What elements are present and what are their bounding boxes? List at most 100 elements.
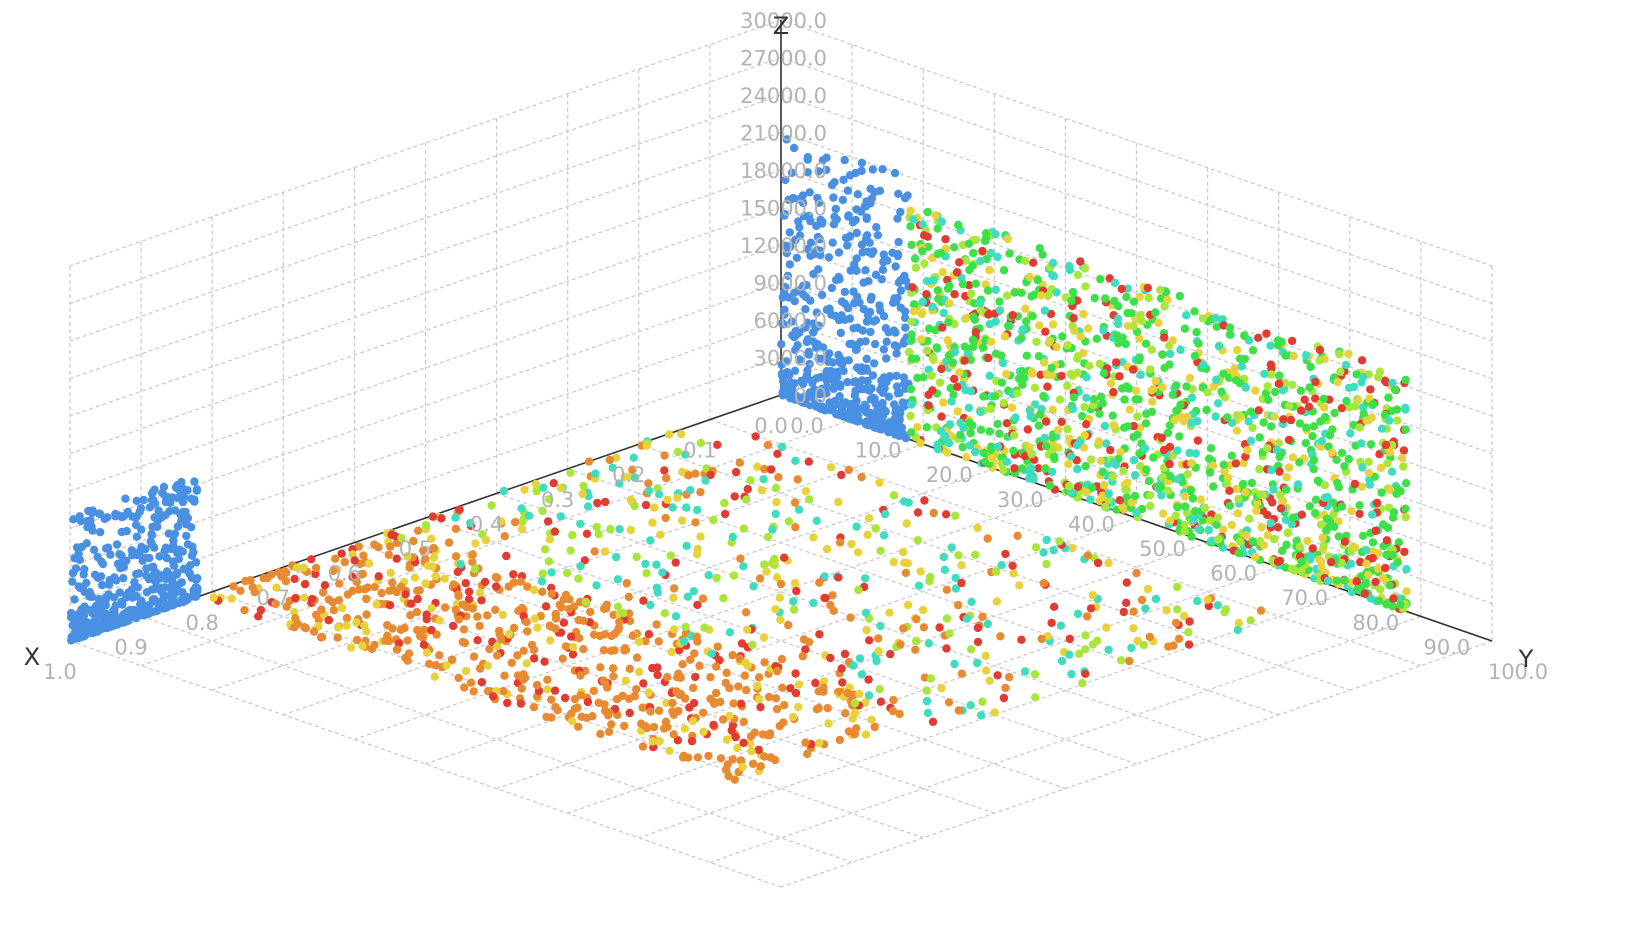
data-point [840,649,850,659]
data-point [419,625,429,634]
data-point [923,708,933,718]
data-point [1129,421,1138,431]
data-point [670,625,679,634]
data-point [1185,373,1195,383]
data-point [924,390,933,400]
data-point [741,608,751,617]
data-point [334,596,344,605]
grid-line [709,615,1422,863]
data-point [770,755,780,765]
data-point [1374,596,1384,605]
data-point [671,558,680,567]
data-point [161,574,171,584]
data-point [68,621,77,630]
data-point [1104,645,1113,654]
data-point [856,337,865,347]
data-point [763,532,773,542]
data-point [763,731,772,740]
data-point [1141,419,1151,428]
data-point [1190,507,1200,516]
data-point [132,532,141,541]
data-point [1087,483,1097,492]
data-point [248,583,257,592]
data-point [962,313,972,322]
data-point [798,282,808,291]
data-point [469,687,478,696]
data-point [1393,416,1402,425]
data-point [300,579,310,589]
data-point [435,651,444,660]
data-point [1371,526,1381,535]
data-point [1114,302,1123,311]
data-point [427,604,436,613]
data-point [916,567,925,576]
data-point [560,693,570,703]
data-point [1145,632,1155,642]
data-point [1318,533,1327,543]
data-point [625,664,634,673]
data-point [803,168,812,177]
data-point [818,156,827,165]
data-point [993,442,1003,451]
data-point [891,262,900,271]
data-point [576,562,585,571]
data-point [1194,339,1203,348]
data-point [835,538,845,547]
data-point [1364,570,1373,580]
data-point [780,305,789,314]
data-point [852,345,861,354]
data-point [1355,509,1364,519]
data-point [791,236,800,245]
data-point [1078,349,1088,358]
data-point [1065,634,1075,644]
data-point [542,712,551,722]
data-point [1190,351,1200,361]
data-point [782,135,791,144]
data-point [857,376,867,385]
data-point [1112,358,1121,367]
data-point [1067,669,1076,679]
data-point [740,671,749,680]
data-point [1139,640,1149,650]
data-point [1356,557,1365,567]
data-point [781,241,791,250]
grid-line [425,517,1137,765]
data-point [412,607,422,617]
data-point [683,592,693,601]
data-point [861,574,870,583]
data-point [1245,514,1254,523]
data-point [227,594,236,603]
data-point [1381,440,1391,450]
data-point [569,642,578,652]
grid-line [212,443,924,691]
data-point [1014,374,1024,383]
data-point [760,464,769,474]
data-point [1184,640,1194,649]
data-point [498,610,507,620]
data-point [652,620,661,629]
data-point [742,495,751,504]
data-point [947,432,956,441]
data-point [707,649,716,658]
data-point [1278,546,1287,555]
data-point [814,198,824,207]
data-point [1076,257,1085,266]
data-point [789,605,799,614]
data-point [919,623,929,632]
data-point [342,621,351,630]
data-point [422,610,431,619]
data-point [1133,412,1142,421]
data-point [1067,452,1076,461]
data-point [575,634,584,643]
data-point [790,498,800,507]
data-point [464,587,474,596]
data-point [1237,362,1247,371]
data-point [778,683,787,692]
data-point [1372,498,1382,508]
data-point [849,287,858,296]
data-point [894,189,903,198]
data-point [547,695,556,704]
data-point [791,688,801,698]
data-point [929,276,938,285]
data-point [1263,444,1272,453]
